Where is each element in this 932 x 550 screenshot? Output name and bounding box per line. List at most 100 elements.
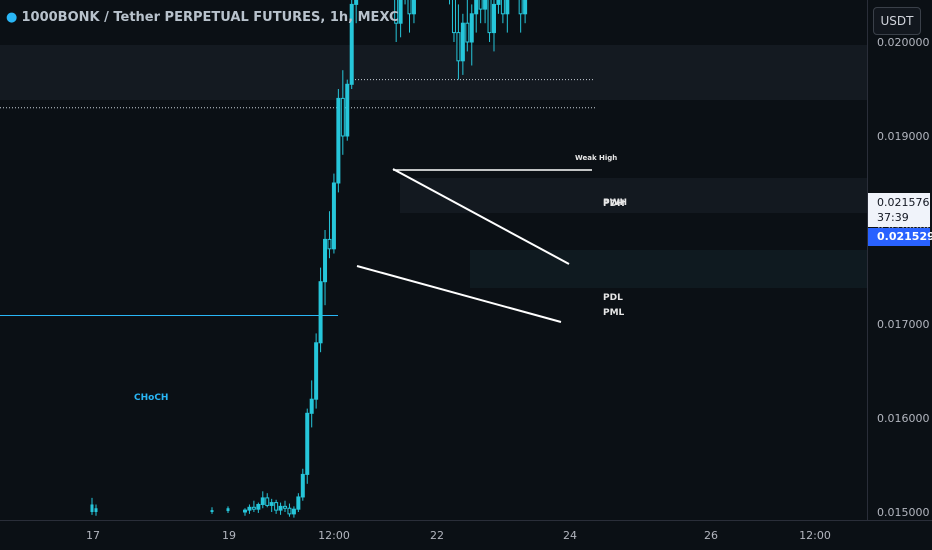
candle-body — [331, 182, 336, 250]
candle-body — [300, 473, 305, 498]
candle — [90, 497, 94, 515]
candle-body — [226, 508, 230, 512]
candle — [451, 0, 456, 42]
candle-body — [90, 504, 94, 512]
candle — [278, 502, 283, 515]
candle — [251, 500, 256, 512]
candle — [460, 13, 465, 75]
candle-body — [474, 0, 479, 15]
candle-body — [505, 0, 510, 15]
symbol-dot-icon: ● — [6, 10, 18, 25]
time-tick-label: 19 — [222, 529, 236, 542]
candle-body — [305, 412, 310, 475]
candle-body — [487, 0, 492, 34]
highlight-price-tag: 0.021529 — [868, 228, 932, 246]
candle — [274, 499, 279, 514]
candle-body — [296, 496, 301, 510]
candle-body — [274, 502, 279, 511]
candle — [354, 0, 359, 24]
level-label-pdl: PDL — [603, 293, 623, 303]
candle-body — [309, 398, 314, 414]
candle — [283, 500, 288, 512]
candle-body — [394, 0, 399, 24]
candle — [496, 0, 501, 14]
wedge-trendlines — [356, 168, 592, 323]
candle — [491, 0, 496, 52]
candle — [309, 380, 314, 428]
candle — [411, 0, 416, 24]
candle-body — [336, 97, 341, 184]
level-label-pwh: PWH — [603, 198, 627, 208]
candle — [483, 0, 488, 24]
candle-body — [500, 0, 505, 15]
candle-body — [345, 83, 350, 137]
time-tick-label: 12:00 — [799, 529, 831, 542]
candle-body — [491, 3, 496, 34]
candle-body — [398, 0, 403, 24]
candle — [469, 4, 474, 66]
candle — [505, 0, 510, 33]
candle — [349, 0, 354, 89]
price-axis[interactable]: 0.0150000.0160000.0170000.0180000.019000… — [867, 0, 932, 550]
candle-body — [496, 0, 501, 5]
supply-zone-mid — [400, 178, 867, 213]
candle-body — [340, 97, 345, 137]
time-tick-label: 17 — [86, 529, 100, 542]
candle-body — [291, 508, 296, 515]
level-label-weak-high: Weak High — [575, 154, 617, 162]
candle-body — [323, 238, 328, 283]
candle — [407, 0, 412, 33]
candle — [336, 89, 341, 193]
symbol-title: ● 1000BONK / Tether PERPETUAL FUTURES, 1… — [6, 10, 399, 25]
candle-body — [265, 497, 270, 506]
candle — [474, 0, 479, 33]
level-label-pml: PML — [603, 308, 625, 318]
price-tick-label: 0.016000 — [877, 412, 930, 425]
candle-body — [260, 497, 265, 505]
candle-body — [465, 22, 470, 43]
candle — [327, 211, 332, 259]
candle — [465, 0, 470, 52]
candle-body — [287, 507, 292, 515]
candle-body — [314, 342, 319, 400]
candle-body — [327, 238, 332, 250]
candle — [394, 0, 399, 42]
candle — [478, 0, 483, 24]
demand-zone — [470, 250, 867, 288]
time-axis[interactable]: 17 19 12:00 22 24 26 12:00 — [0, 520, 932, 550]
wedge-lower-line — [356, 265, 562, 323]
time-tick-label: 24 — [563, 529, 577, 542]
candle-body — [243, 509, 247, 513]
time-tick-label: 22 — [430, 529, 444, 542]
wedge-upper-line — [392, 168, 570, 265]
candlestick-series — [90, 0, 528, 518]
candle-body — [278, 505, 283, 511]
time-tick-label: 12:00 — [318, 529, 350, 542]
candle-body — [283, 505, 288, 509]
candle — [398, 0, 403, 38]
candle — [300, 468, 305, 501]
candle — [331, 173, 336, 254]
candle-body — [518, 0, 523, 15]
candle — [243, 508, 247, 516]
candle — [296, 493, 301, 512]
candle — [487, 0, 492, 42]
candle-body — [451, 0, 456, 34]
candle-body — [354, 0, 359, 5]
candle-body — [411, 0, 416, 15]
candle — [247, 504, 252, 514]
candle — [345, 79, 350, 141]
candle — [269, 498, 274, 512]
price-axis-background — [867, 0, 932, 550]
supply-demand-zones — [0, 45, 867, 288]
candle-body — [478, 0, 483, 10]
candle-countdown: 37:39 — [877, 211, 909, 224]
level-label-choch: CHoCH — [134, 393, 168, 403]
level-lines — [0, 79, 595, 317]
candle — [210, 507, 214, 514]
currency-button[interactable]: USDT — [873, 7, 921, 35]
candle-body — [256, 503, 261, 510]
supply-zone-top — [0, 45, 867, 100]
